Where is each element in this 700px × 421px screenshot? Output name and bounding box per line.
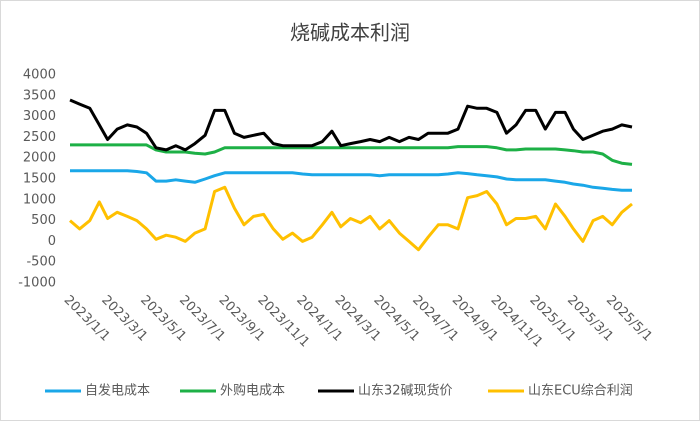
legend-label: 自发电成本 [85, 383, 150, 399]
y-tick-label: -500 [26, 255, 56, 270]
series-line [69, 98, 633, 152]
chart-title: 烧碱成本利润 [290, 21, 410, 45]
y-tick-label: 0 [48, 234, 56, 249]
y-tick-label: 500 [31, 213, 56, 228]
series-line [70, 169, 632, 192]
y-tick-label: 2000 [23, 151, 56, 166]
legend-label: 山东ECU综合利润 [528, 384, 633, 399]
series-line [69, 185, 633, 252]
y-tick-label: 3000 [23, 109, 56, 124]
y-tick-label: 1500 [23, 172, 56, 187]
y-tick-label: 2500 [23, 130, 56, 145]
y-tick-label: -1000 [18, 276, 56, 291]
y-tick-label: 3500 [23, 88, 56, 103]
series-line [70, 143, 633, 166]
y-tick-label: 1000 [23, 192, 56, 207]
legend-label: 山东32碱现货价 [358, 383, 453, 399]
legend-label: 外购电成本 [220, 383, 285, 399]
y-tick-label: 4000 [23, 68, 56, 83]
